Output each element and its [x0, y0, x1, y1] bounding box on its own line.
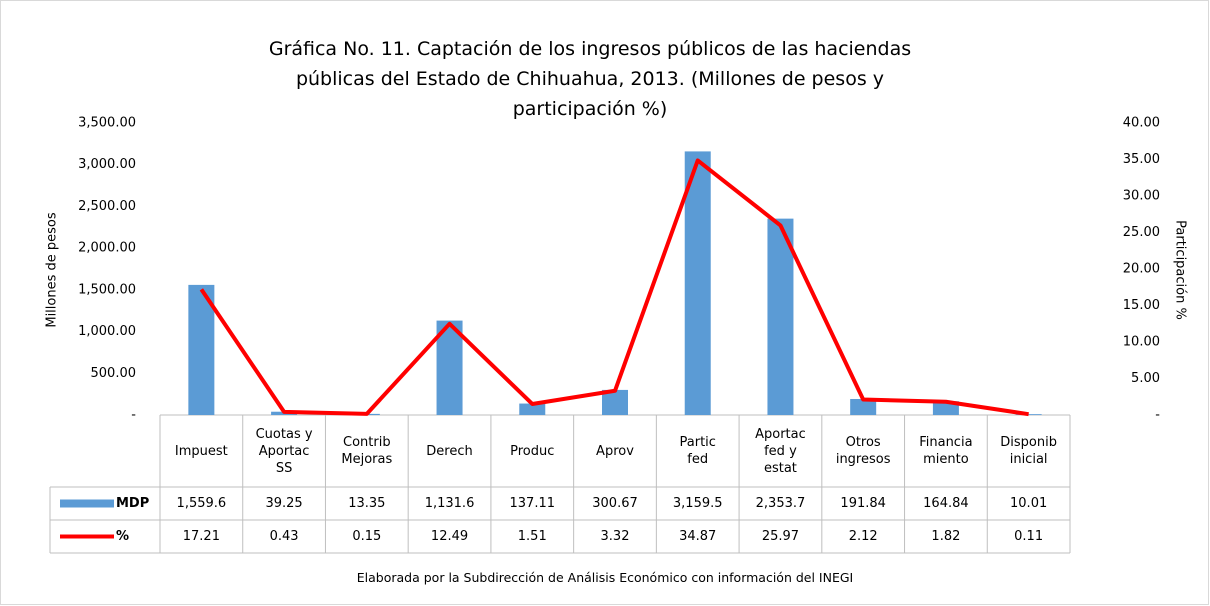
line — [199, 158, 1029, 417]
table-value: 39.25 — [265, 496, 302, 511]
title-box: Gráfica No. 11. Captación de los ingreso… — [150, 34, 1030, 124]
table-value: 17.21 — [183, 529, 220, 544]
table-value: 191.84 — [840, 496, 886, 511]
legend-label: MDP — [116, 496, 149, 511]
table-value: 2,353.7 — [756, 496, 806, 511]
table-value: 1.82 — [931, 529, 960, 544]
y2-tick-label: 20.00 — [1123, 262, 1160, 277]
y2-tick-label: - — [1155, 408, 1160, 423]
table-value: 137.11 — [510, 496, 556, 511]
legend-swatch — [60, 499, 114, 508]
y2-tick-label: 15.00 — [1123, 298, 1160, 313]
y-tick-label: 1,000.00 — [78, 324, 136, 339]
table-value: 13.35 — [348, 496, 385, 511]
bar — [684, 151, 711, 416]
table-value: 164.84 — [923, 496, 969, 511]
category-label: Produc — [510, 443, 555, 459]
y2-tick-label: 25.00 — [1123, 225, 1160, 240]
y2-tick-label: 5.00 — [1131, 371, 1160, 386]
y-tick-label: - — [131, 408, 136, 423]
table-value: 34.87 — [679, 529, 716, 544]
y-tick-label: 1,500.00 — [78, 282, 136, 297]
category-label: Contrib Mejoras — [341, 435, 393, 467]
footnote: Elaborada por la Subdirección de Análisi… — [356, 570, 854, 585]
table-value: 1,131.6 — [425, 496, 475, 511]
table-value: 0.11 — [1014, 529, 1043, 544]
table-value: 12.49 — [431, 529, 468, 544]
y2-tick-label: 30.00 — [1123, 189, 1160, 204]
bar — [850, 398, 877, 415]
category-label: Partic fed — [679, 435, 716, 467]
table-value: 0.15 — [352, 529, 381, 544]
y2-axis-label: Participación % — [1173, 220, 1188, 320]
category-label: Aprov — [596, 443, 634, 459]
y2-tick-label: 40.00 — [1123, 116, 1160, 131]
chart-title: Gráfica No. 11. Captación de los ingreso… — [268, 38, 912, 120]
y-tick-label: 2,000.00 — [78, 241, 136, 256]
table-value: 2.12 — [849, 529, 878, 544]
table-value: 0.43 — [270, 529, 299, 544]
table-value: 3.32 — [601, 529, 630, 544]
bar — [1015, 414, 1042, 415]
table-value: 1.51 — [518, 529, 547, 544]
category-label: Aportac fed y estat — [755, 426, 806, 476]
category-label: Derech — [426, 443, 473, 459]
table-value: 10.01 — [1010, 496, 1047, 511]
table-value: 3,159.5 — [673, 496, 723, 511]
table-value: 25.97 — [762, 529, 799, 544]
y-tick-label: 3,000.00 — [78, 157, 136, 172]
table-value: 300.67 — [592, 496, 638, 511]
bar — [767, 218, 794, 415]
category-label: Impuest — [174, 443, 228, 459]
category-label: Cuotas y Aportac SS — [255, 426, 313, 476]
y2-tick-label: 10.00 — [1123, 335, 1160, 350]
category-label: Disponib inicial — [1000, 435, 1057, 467]
y-tick-label: 2,500.00 — [78, 199, 136, 214]
bar — [188, 284, 215, 415]
table-value: 1,559.6 — [177, 496, 227, 511]
y2-tick-label: 35.00 — [1123, 152, 1160, 167]
bar — [519, 403, 546, 415]
bar — [436, 320, 463, 415]
category-label: Otros ingresos — [835, 435, 891, 467]
legend-label: % — [116, 529, 129, 544]
category-label: Financia miento — [919, 435, 973, 467]
y-tick-label: 3,500.00 — [78, 116, 136, 131]
y-axis-label: Millones de pesos — [45, 212, 60, 328]
y-tick-label: 500.00 — [91, 366, 137, 381]
